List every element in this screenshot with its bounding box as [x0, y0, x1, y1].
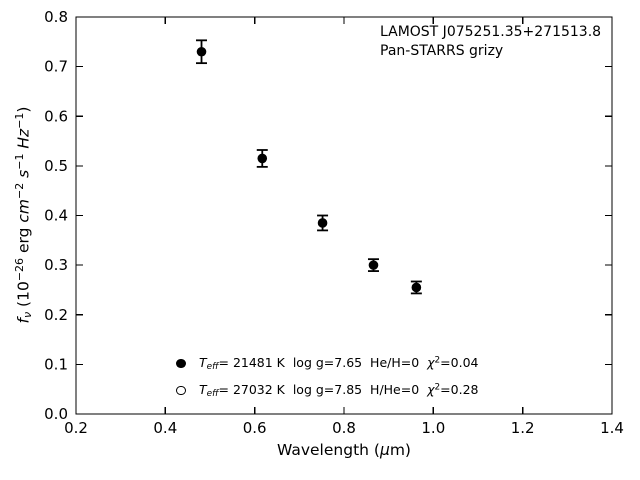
x-tick-label: 0.4: [153, 419, 177, 437]
y-tick-label: 0.6: [44, 107, 68, 125]
text-part: =0.28: [440, 382, 479, 398]
y-tick-label: 0.3: [44, 256, 68, 274]
x-tick-label: 0.8: [332, 419, 356, 437]
y-tick-label: 0.1: [44, 355, 68, 373]
text-part: ν: [20, 311, 34, 319]
y-tick-label: 0.7: [44, 58, 68, 76]
text-part: m): [389, 441, 411, 459]
y-axis-label: fν (10−26 erg cm−2 s−1 Hz−1): [13, 5, 35, 425]
legend-entry-label: Teff= 21481 K log g=7.65 He/H=0 χ2=0.04: [199, 355, 478, 372]
text-part: −26: [13, 257, 26, 282]
legend-entry: Teff= 21481 K log g=7.65 He/H=0 χ2=0.04: [176, 350, 478, 377]
text-part: χ: [427, 382, 435, 398]
text-part: −2: [13, 182, 26, 199]
text-part: −1: [13, 153, 26, 170]
text-part: T: [199, 382, 207, 398]
text-part: eff: [206, 361, 219, 372]
text-part: = 27032 K log g=7.85 H/He=0: [218, 382, 428, 398]
y-tick-label: 0.4: [44, 207, 68, 225]
data-point: [317, 218, 328, 228]
x-tick-label: 1.2: [511, 419, 535, 437]
legend: Teff= 21481 K log g=7.65 He/H=0 χ2=0.04 …: [176, 350, 478, 404]
text-part: [15, 149, 33, 154]
text-part: (10: [14, 281, 33, 312]
open-circle-glyph: [176, 385, 186, 396]
text-part: ): [14, 106, 33, 113]
text-part: 2: [434, 382, 441, 393]
data-point: [368, 260, 379, 270]
x-tick-label: 0.2: [64, 419, 88, 437]
annotation-line2: Pan-STARRS grizy: [380, 43, 504, 59]
text-part: Wavelength (: [277, 441, 380, 459]
legend-entry: Teff= 27032 K log g=7.85 H/He=0 χ2=0.28: [176, 377, 478, 404]
x-tick-label: 0.6: [243, 419, 267, 437]
text-part: cm: [14, 198, 33, 223]
data-point: [257, 153, 268, 164]
y-tick-label: 0.8: [44, 8, 68, 26]
filled-circle-glyph: [176, 358, 186, 369]
y-tick-label: 0.0: [44, 405, 68, 423]
filled-circle-marker-icon: [176, 358, 186, 369]
text-part: −1: [13, 112, 26, 129]
text-part: = 21481 K log g=7.65 He/H=0: [218, 355, 428, 371]
data-point: [411, 282, 422, 293]
y-tick-label: 0.5: [44, 157, 68, 175]
data-point: [196, 46, 207, 57]
x-axis-label: Wavelength (μm): [76, 441, 612, 459]
x-tick-label: 1.0: [421, 419, 445, 437]
text-part: Hz: [14, 128, 33, 149]
annotation: LAMOST J075251.35+271513.8 Pan-STARRS gr…: [380, 23, 601, 61]
text-part: eff: [206, 388, 219, 399]
open-circle-marker-icon: [176, 385, 186, 396]
text-part: [15, 178, 33, 183]
text-part: μ: [379, 441, 390, 459]
text-part: 2: [434, 355, 441, 366]
y-tick-label: 0.2: [44, 306, 68, 324]
annotation-line1: LAMOST J075251.35+271513.8: [380, 24, 602, 40]
x-tick-label: 1.4: [600, 419, 624, 437]
legend-entry-label: Teff= 27032 K log g=7.85 H/He=0 χ2=0.28: [199, 382, 478, 399]
text-part: s: [14, 169, 33, 178]
text-part: f: [14, 318, 33, 324]
text-part: T: [199, 355, 207, 371]
text-part: erg: [14, 222, 33, 258]
text-part: χ: [427, 355, 435, 371]
text-part: =0.04: [440, 355, 479, 371]
